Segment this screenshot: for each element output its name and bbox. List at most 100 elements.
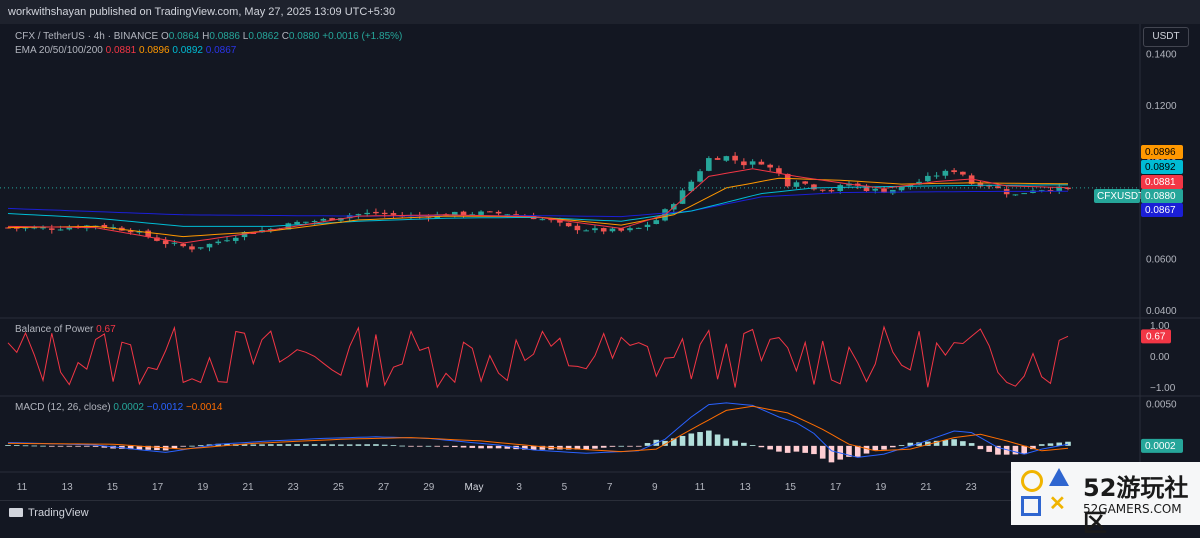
macd-histogram-bar [250, 444, 257, 446]
ema50-line [7, 177, 1069, 238]
candle-body [329, 218, 335, 221]
candle-body [644, 224, 651, 228]
date-tick-label: May [465, 482, 484, 493]
macd-histogram-bar [460, 445, 467, 448]
footer-bar: TradingView [0, 500, 1200, 526]
macd-histogram-bar [66, 445, 73, 447]
candle-body [749, 161, 756, 165]
tradingview-logo[interactable]: TradingView [9, 507, 89, 519]
macd-histogram-bar [1003, 445, 1010, 455]
macd-histogram-bar [819, 445, 826, 459]
tv-logo-icon [9, 508, 23, 517]
high-value: 0.0886 [209, 31, 240, 42]
candle-body [618, 228, 625, 231]
macd-histogram-bar [723, 438, 730, 446]
ema100-value: 0.0892 [172, 45, 203, 56]
tv-brand-text: TradingView [28, 507, 89, 519]
macd-histogram-bar [925, 441, 931, 446]
macd-histogram-bar [986, 445, 992, 452]
bop-value-tag [1141, 329, 1171, 344]
price-tag [1141, 160, 1183, 174]
bop-label: Balance of Power [15, 324, 94, 335]
macd-histogram-bar [881, 445, 887, 450]
macd-histogram-bar [784, 445, 791, 453]
macd-histogram-bar [495, 445, 502, 449]
macd-histogram-bar [1065, 441, 1071, 446]
macd-histogram-bar [609, 445, 616, 447]
macd-histogram-bar [40, 445, 46, 447]
date-tick-label: 11 [695, 482, 706, 493]
macd-histogram-bar [469, 445, 476, 448]
candle-body [1056, 186, 1063, 192]
candle-body [697, 171, 703, 182]
candle-body [364, 212, 370, 215]
macd-histogram-bar [49, 445, 55, 447]
macd-histogram-bar [854, 445, 861, 457]
watermark-title: 52游玩社区 [1083, 474, 1189, 537]
price-tick-label: 0.1200 [1146, 101, 1177, 112]
macd-histogram-bar [259, 444, 265, 446]
candle-body [776, 168, 782, 174]
currency-button[interactable]: USDT [1143, 27, 1189, 47]
ema20-value: 0.0881 [105, 45, 137, 56]
low-value: 0.0862 [248, 31, 279, 42]
candle-body [863, 185, 870, 192]
candle-body [478, 211, 484, 215]
close-value: 0.0880 [288, 31, 320, 42]
macd-histogram-bar [872, 445, 879, 451]
macd-histogram-bar [276, 444, 283, 446]
macd-histogram-bar [1030, 445, 1036, 450]
ema-label: EMA 20/50/100/200 [15, 45, 103, 56]
macd-histogram-bar [478, 445, 484, 449]
candle-body [224, 240, 230, 242]
macd-histogram-bar [863, 445, 870, 454]
open-value: 0.0864 [168, 31, 200, 42]
candle-body [951, 170, 957, 173]
macd-histogram-bar [565, 445, 572, 450]
macd-histogram-bar [180, 445, 187, 447]
macd-histogram-bar [390, 445, 397, 446]
macd-signal-line [8, 405, 1069, 453]
candle-body [154, 237, 160, 241]
candle-body [311, 221, 318, 223]
macd-histogram-bar [741, 442, 747, 446]
macd-histogram-bar [1056, 442, 1063, 446]
macd-histogram-bar [889, 445, 896, 448]
candle-body [732, 155, 738, 161]
chart-svg[interactable]: 0.14000.12000.10000.08000.06000.04000.08… [0, 24, 1200, 500]
candle-body [802, 181, 808, 184]
date-tick-label: 15 [107, 482, 119, 493]
date-tick-label: 25 [333, 482, 345, 493]
ema100-line [7, 184, 1068, 227]
candle-body [653, 220, 660, 224]
macd-histogram-bar [635, 445, 642, 447]
candle-body [171, 242, 178, 244]
macd-hist-value: 0.0002 [113, 402, 144, 413]
macd-histogram-bar [758, 445, 765, 448]
macd-histogram-bar [828, 445, 835, 463]
chart-area[interactable]: 0.14000.12000.10000.08000.06000.04000.08… [0, 24, 1200, 500]
change-value: +0.0016 (+1.85%) [322, 31, 403, 42]
macd-histogram-bar [154, 445, 160, 451]
price-tag-label: 0.0892 [1145, 162, 1176, 173]
macd-histogram-bar [1021, 445, 1027, 455]
macd-histogram-bar [101, 445, 108, 448]
candle-body [706, 158, 712, 171]
macd-histogram-bar [898, 445, 905, 446]
date-tick-label: 23 [966, 482, 978, 493]
date-tick-label: 9 [652, 482, 658, 493]
candle-body [241, 232, 248, 238]
price-tag-label: 0.0867 [1145, 205, 1176, 216]
macd-histogram-bar [215, 443, 222, 446]
macd-histogram-bar [285, 444, 292, 446]
macd-histogram-bar [311, 444, 318, 446]
macd-histogram-bar [355, 444, 362, 446]
macd-histogram-bar [31, 445, 38, 447]
macd-histogram-bar [951, 439, 957, 446]
macd-histogram-bar [539, 445, 546, 450]
macd-histogram-bar [968, 443, 975, 446]
date-tick-label: 23 [288, 482, 300, 493]
macd-histogram-bar [583, 445, 589, 450]
macd-histogram-bar [618, 445, 625, 447]
candle-body [968, 175, 975, 184]
